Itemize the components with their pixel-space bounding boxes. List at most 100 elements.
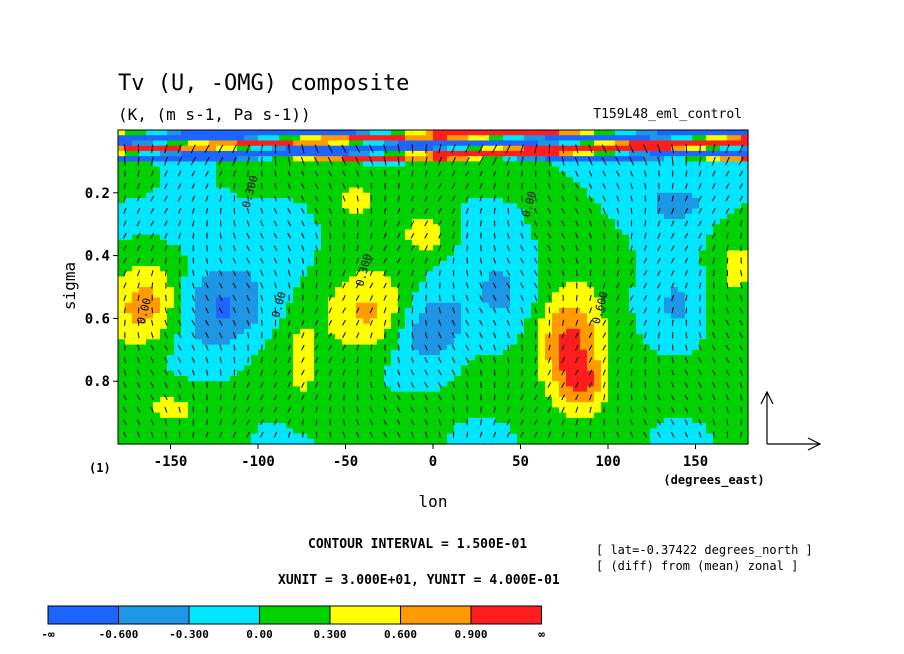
heatmap-cell [664,334,672,340]
heatmap-cell [671,208,679,215]
heatmap-cell [566,328,574,335]
heatmap-cell [468,433,476,440]
heatmap-cell [692,224,700,231]
heatmap-cell [230,245,238,251]
heatmap-cell [699,166,707,173]
heatmap-cell [426,417,434,424]
heatmap-cell [587,229,595,236]
heatmap-cell [594,365,602,372]
heatmap-cell [643,297,651,304]
heatmap-cell [160,234,168,241]
heatmap-cell [461,260,469,267]
heatmap-cell [181,381,189,388]
heatmap-cell [377,360,385,367]
heatmap-cell [531,171,539,178]
heatmap-cell [139,182,147,189]
heatmap-cell [125,407,133,414]
heatmap-cell [489,213,497,220]
heatmap-cell [594,239,602,246]
heatmap-cell [664,402,672,408]
heatmap-cell [615,323,623,330]
heatmap-cell [349,355,357,361]
heatmap-cell [258,355,266,361]
heatmap-cell [671,161,679,168]
heatmap-cell [475,150,483,157]
heatmap-cell [447,307,455,314]
heatmap-cell [153,135,161,142]
heatmap-cell [146,349,154,356]
heatmap-cell [181,156,189,162]
heatmap-cell [377,292,385,299]
heatmap-cell [678,281,686,288]
heatmap-cell [573,313,581,319]
heatmap-cell [300,218,308,225]
heatmap-cell [286,166,294,173]
heatmap-cell [356,328,364,335]
heatmap-cell [447,150,455,157]
heatmap-cell [552,417,560,424]
heatmap-cell [146,402,154,408]
heatmap-cell [139,208,147,215]
heatmap-cell [349,433,357,440]
heatmap-cell [125,198,133,204]
heatmap-cell [223,218,231,225]
heatmap-cell [237,218,245,225]
heatmap-cell [531,140,539,147]
heatmap-cell [426,177,434,183]
heatmap-cell [650,234,658,241]
heatmap-cell [174,255,182,262]
heatmap-cell [419,218,427,225]
heatmap-cell [692,292,700,299]
heatmap-cell [545,187,553,194]
heatmap-cell [335,266,343,272]
heatmap-cell [153,355,161,361]
heatmap-cell [370,307,378,314]
heatmap-cell [349,213,357,220]
heatmap-cell [580,318,588,325]
heatmap-cell [524,255,532,262]
heatmap-cell [132,218,140,225]
heatmap-cell [335,391,343,398]
heatmap-cell [181,255,189,262]
heatmap-cell [405,386,413,393]
heatmap-cell [517,365,525,372]
heatmap-cell [349,150,357,157]
heatmap-cell [237,192,245,199]
heatmap-cell [594,339,602,346]
heatmap-cell [349,297,357,304]
heatmap-cell [496,318,504,325]
heatmap-cell [356,213,364,220]
heatmap-cell [216,302,224,309]
heatmap-cell [391,171,399,178]
heatmap-cell [545,271,553,278]
heatmap-cell [167,177,175,183]
heatmap-cell [195,266,203,272]
heatmap-cell [412,224,420,231]
heatmap-cell [293,234,301,241]
heatmap-cell [566,297,574,304]
heatmap-cell [202,260,210,267]
heatmap-cell [195,156,203,162]
heatmap-cell [139,328,147,335]
heatmap-cell [335,234,343,241]
heatmap-cell [559,135,567,142]
heatmap-cell [307,156,315,162]
heatmap-cell [475,323,483,330]
heatmap-cell [587,161,595,168]
heatmap-cell [286,239,294,246]
heatmap-cell [384,177,392,183]
heatmap-cell [363,218,371,225]
heatmap-cell [454,250,462,257]
heatmap-cell [181,130,189,136]
heatmap-cell [615,375,623,382]
heatmap-cell [237,334,245,340]
heatmap-cell [426,135,434,142]
heatmap-cell [405,339,413,346]
heatmap-cell [587,156,595,162]
heatmap-cell [188,438,196,445]
heatmap-cell [314,166,322,173]
heatmap-cell [370,266,378,272]
heatmap-cell [209,407,217,414]
heatmap-cell [139,260,147,267]
heatmap-cell [265,349,273,356]
